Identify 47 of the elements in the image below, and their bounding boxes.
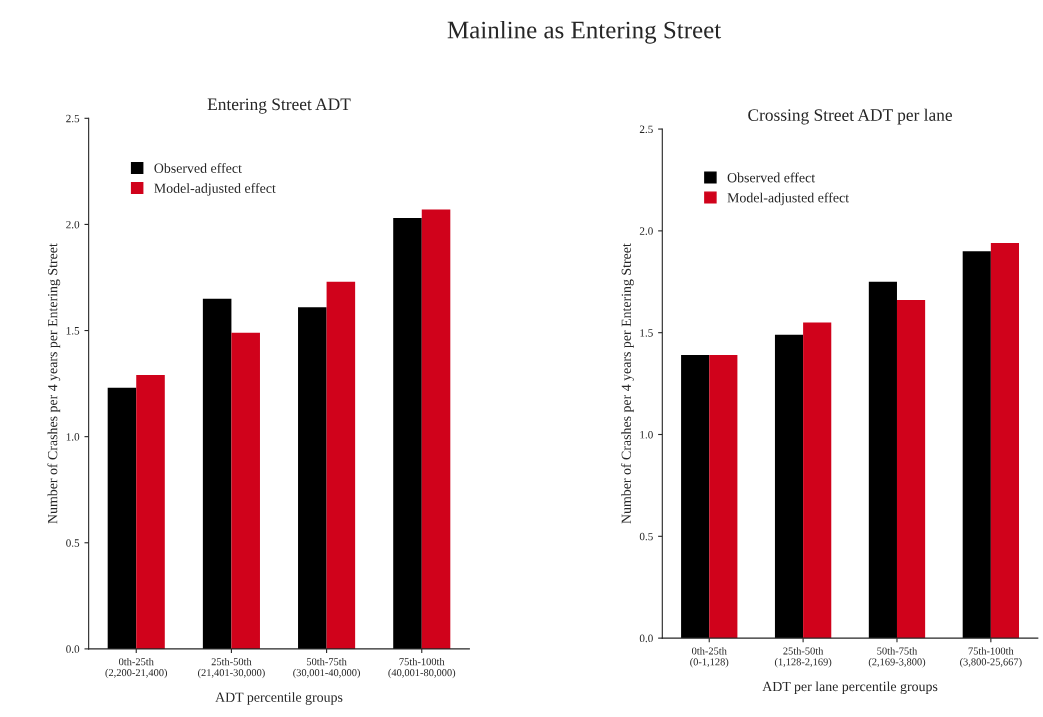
y-tick-label: 2.0 [66,220,80,229]
x-axis-title: ADT percentile groups [215,692,343,705]
bar [107,387,137,649]
chart-title: Crossing Street ADT per lane [748,108,952,125]
bar [803,322,832,639]
bar [990,243,1020,639]
bar [962,251,991,639]
bar [709,355,738,639]
y-tick-label: 2.5 [639,125,653,134]
y-tick-label: 0.5 [66,539,80,547]
y-tick-label: 1.0 [66,433,80,441]
legend-label: Model-adjusted effect [727,192,849,206]
bar [326,281,356,649]
y-axis-title: Number of Crashes per 4 years per Entering Street [47,243,61,524]
bar [202,298,232,649]
x-tick-label: 50th-75th (2,169-3,800) [868,647,926,668]
bar [136,375,165,649]
y-tick-label: 2.0 [639,227,653,235]
y-tick-label: 1.5 [66,327,80,335]
legend-label: Model-adjusted effect [154,183,276,196]
y-tick-label: 1.0 [640,430,653,439]
x-tick-label: 75th-100th (40,001-80,000) [388,657,456,679]
y-axis-title: Number of Crashes per 4 years per Entering Street [621,243,634,524]
bar [774,334,804,639]
y-tick-label: 2.5 [66,114,80,123]
bar [868,281,897,639]
y-tick-label: 0.0 [66,645,80,653]
legend-label: Observed effect [727,172,816,183]
bar [421,209,451,649]
bar [298,307,327,649]
x-tick-label: 50th-75th (30,001-40,000) [293,657,360,679]
text: Mainline as Entering Street [447,20,722,44]
x-tick-label: 0th-25th (0-1,128) [690,647,729,668]
bar [896,300,926,639]
x-tick-label: 25th-50th (21,401-30,000) [198,657,265,679]
x-tick-label: 0th-25th (2,200-21,400) [105,657,168,679]
y-tick-label: 0.0 [639,634,653,643]
x-tick-label: 25th-50th (1,128-2,169) [774,647,832,668]
y-tick-label: 1.5 [640,329,653,337]
bar [681,355,710,639]
bar [393,218,422,649]
x-tick-label: 75th-100th (3,800-25,667) [960,647,1022,668]
y-tick-label: 0.5 [639,532,653,541]
chart-title: Entering Street ADT [207,98,351,114]
x-axis-title: ADT per lane percentile groups [762,681,938,695]
legend-label: Observed effect [154,163,242,173]
bar [231,332,260,649]
